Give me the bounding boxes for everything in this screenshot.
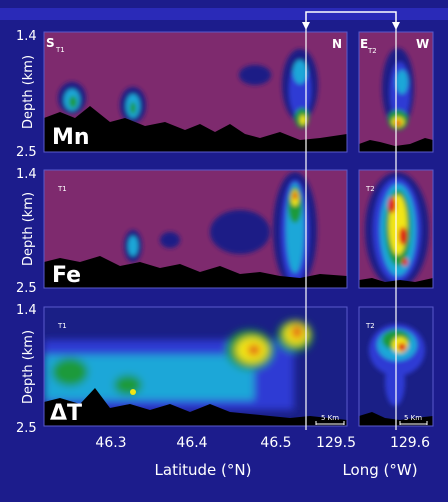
xtick-129-6: 129.6 — [390, 435, 430, 451]
label-west: W — [416, 37, 429, 51]
scale-bar-t2-label: 5 Km — [404, 414, 422, 422]
xtick-46-3: 46.3 — [95, 435, 126, 451]
dt-t2-red — [398, 343, 406, 351]
dt-t2-stem-blue — [385, 358, 405, 406]
dt-ytick-top: 1.4 — [16, 303, 37, 318]
mn-t2-cyan — [396, 70, 408, 94]
dt-t1-vent-red — [292, 326, 302, 338]
fe-ytick-bottom: 2.5 — [16, 281, 37, 296]
fe-t1-seafloor — [44, 256, 347, 288]
link-bracket — [305, 11, 397, 26]
label-fe-t1: T1 — [57, 185, 67, 193]
label-dt-t1: T1 — [57, 322, 67, 330]
dt-t1-frame — [43, 306, 348, 427]
fe-t1-puff-navy — [160, 232, 180, 248]
fe-t2-red2 — [399, 227, 407, 245]
xlabel-latitude: Latitude (°N) — [155, 461, 252, 479]
fe-t1-cloud-navy — [210, 210, 270, 254]
mn-ylabel: Depth (km) — [21, 55, 36, 129]
panel-dt: 5 Km 5 Km — [43, 306, 434, 427]
label-north: N — [332, 37, 342, 51]
fe-ylabel: Depth (km) — [21, 192, 36, 266]
mn-t1-plume-navy — [239, 65, 271, 85]
top-band — [0, 8, 448, 20]
link-arrow-t2 — [392, 22, 400, 30]
label-south: S — [46, 36, 55, 50]
xtick-129-5: 129.5 — [316, 435, 356, 451]
scale-bar-t1-label: 5 Km — [321, 414, 339, 422]
fe-t1-vent-red — [293, 192, 297, 200]
label-east: E — [360, 37, 368, 51]
dt-t1-seafloor — [44, 388, 347, 426]
fe-t1-frame — [43, 169, 348, 289]
mn-t1-blob2-green — [130, 102, 136, 114]
xtick-46-5: 46.5 — [260, 435, 291, 451]
panel-label-dt: ΔT — [50, 401, 82, 426]
label-fe-t2: T2 — [365, 185, 375, 193]
mn-t1-vent-cyan — [293, 60, 307, 84]
fe-t1-blob-cyan — [128, 236, 138, 256]
link-arrow-t1 — [302, 22, 310, 30]
scale-bar-t2: 5 Km — [399, 414, 428, 425]
dt-t1-plume-red — [248, 345, 260, 355]
mn-t1-seafloor — [44, 106, 347, 152]
panel-fe — [43, 169, 434, 289]
mn-t2-seafloor — [359, 138, 433, 152]
label-mn-t2: T2 — [367, 47, 377, 55]
panel-label-fe: Fe — [52, 263, 81, 288]
xlabel-longitude: Long (°W) — [342, 461, 417, 479]
scale-bar-t1: 5 Km — [315, 414, 345, 425]
label-dt-t2: T2 — [365, 322, 375, 330]
fe-t2-red1 — [388, 197, 396, 213]
xtick-46-4: 46.4 — [176, 435, 207, 451]
dt-t1-green1 — [52, 358, 88, 386]
mn-t1-frame — [43, 31, 348, 153]
fe-t2-red3 — [402, 258, 408, 266]
panel-label-mn: Mn — [52, 125, 90, 150]
dt-ylabel: Depth (km) — [21, 330, 36, 404]
mn-ytick-top: 1.4 — [16, 29, 37, 44]
dt-t1-yellow-dot — [130, 389, 136, 395]
dt-ytick-bottom: 2.5 — [16, 421, 37, 436]
label-mn-t1: T1 — [55, 46, 65, 54]
mn-t1-blob1-green — [69, 96, 77, 108]
mn-t1-vent-yellow — [300, 115, 306, 125]
mn-ytick-bottom: 2.5 — [16, 145, 37, 160]
dt-t1-green2 — [114, 375, 142, 395]
fe-ytick-top: 1.4 — [16, 167, 37, 182]
panel-mn — [43, 31, 434, 153]
dt-t2-seafloor — [359, 412, 433, 426]
